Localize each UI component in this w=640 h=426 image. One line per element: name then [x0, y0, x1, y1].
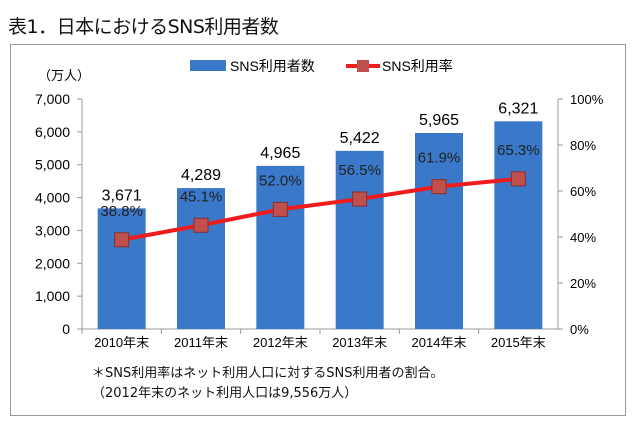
legend-bar-swatch: [190, 60, 226, 71]
y2-tick-label: 40%: [570, 230, 596, 245]
bar: [335, 150, 384, 329]
bar: [177, 188, 225, 329]
y-tick-label: 2,000: [35, 255, 70, 271]
bar-data-label: 4,965: [260, 145, 300, 162]
rate-data-label: 61.9%: [418, 150, 461, 167]
x-tick-label: 2013年末: [332, 335, 387, 350]
y-tick-label: 7,000: [35, 91, 70, 107]
y2-tick-label: 20%: [570, 276, 596, 291]
rate-line: [121, 176, 519, 242]
rate-marker: [352, 191, 368, 207]
x-tick-label: 2015年末: [491, 335, 546, 350]
y-tick-label: 3,000: [35, 222, 70, 238]
rate-data-label: 38.8%: [100, 203, 143, 220]
bar-data-label: 5,422: [340, 130, 380, 147]
y2-tick-label: 0%: [570, 322, 589, 337]
x-tick-label: 2011年末: [174, 335, 228, 350]
rate-data-label: 56.5%: [338, 162, 381, 179]
bar-data-label: 6,321: [498, 100, 538, 117]
y2-tick-label: 60%: [570, 184, 596, 199]
rate-data-label: 45.1%: [180, 188, 223, 205]
y-axis-label: （万人）: [38, 68, 90, 83]
bar: [256, 165, 305, 329]
bar: [97, 208, 146, 329]
rate-marker: [272, 201, 288, 217]
rate-marker: [431, 179, 447, 195]
footnote-1: ＊SNS利用率はネット利用人口に対するSNS利用者の割合。: [92, 366, 444, 381]
y2-tick-label: 100%: [570, 92, 604, 107]
rate-marker: [193, 217, 209, 233]
rate-data-label: 65.3%: [497, 142, 540, 159]
bar: [494, 121, 543, 329]
x-tick-label: 2012年末: [253, 335, 308, 350]
legend-bar-label: SNS利用者数: [230, 58, 315, 74]
bar: [415, 133, 463, 329]
legend: SNS利用者数 SNS利用率: [190, 58, 453, 74]
y-tick-label: 4,000: [35, 190, 70, 206]
y-tick-label: 6,000: [35, 124, 70, 140]
x-tick-label: 2014年末: [412, 335, 467, 350]
y-tick-label: 5,000: [35, 157, 70, 173]
x-tick-label: 2010年末: [94, 335, 149, 350]
legend-line-marker: [357, 60, 369, 72]
bar-data-label: 3,671: [102, 187, 142, 204]
chart-title: 表1．日本におけるSNS利用者数: [8, 16, 279, 38]
rate-marker: [114, 232, 130, 248]
legend-line-label: SNS利用率: [382, 58, 453, 74]
bar-data-label: 4,289: [181, 167, 221, 184]
footnote-2: （2012年末のネット利用人口は9,556万人）: [92, 386, 358, 401]
rate-data-label: 52.0%: [259, 172, 302, 189]
rate-marker: [510, 171, 526, 187]
y-tick-label: 1,000: [35, 288, 70, 304]
bar-data-label: 5,965: [419, 112, 459, 129]
y2-tick-label: 80%: [570, 138, 596, 153]
chart-frame: [10, 44, 626, 416]
y-tick-label: 0: [62, 321, 70, 337]
